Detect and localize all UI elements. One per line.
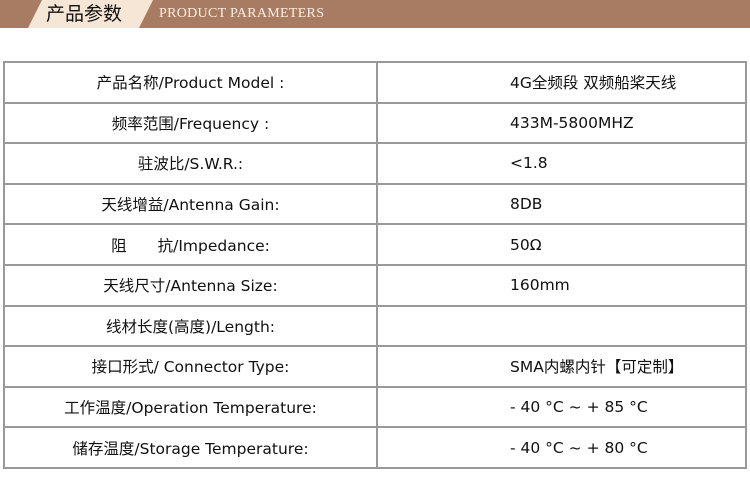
- param-label: 驻波比/S.W.R.:: [3, 142, 378, 185]
- table-row: 天线增益/Antenna Gain: 8DB: [3, 182, 747, 226]
- param-label: 阻 抗/Impedance:: [3, 223, 378, 266]
- param-value: SMA内螺内针【可定制】: [376, 345, 747, 388]
- param-label: 储存温度/Storage Temperature:: [3, 426, 378, 469]
- table-row: 线材长度(高度)/Length:: [3, 304, 747, 348]
- param-value: <1.8: [376, 142, 747, 185]
- param-label: 频率范围/Frequency :: [3, 101, 378, 145]
- banner-tag: [28, 0, 153, 28]
- param-label: 天线增益/Antenna Gain:: [3, 182, 378, 226]
- table-row: 驻波比/S.W.R.: <1.8: [3, 142, 747, 185]
- param-label: 天线尺寸/Antenna Size:: [3, 263, 378, 307]
- param-value: [376, 304, 747, 348]
- table-row: 储存温度/Storage Temperature: - 40 °C ~ + 80 …: [3, 426, 747, 469]
- parameters-table: 产品名称/Product Model :4G全频段 双频船桨天线 频率范围/Fre…: [3, 61, 747, 469]
- param-label: 产品名称/Product Model :: [3, 61, 378, 104]
- table-row: 频率范围/Frequency :433M-5800MHZ: [3, 101, 747, 145]
- section-title-en: PRODUCT PARAMETERS: [159, 6, 325, 21]
- param-value: 50Ω: [376, 223, 747, 266]
- table-row: 产品名称/Product Model :4G全频段 双频船桨天线: [3, 61, 747, 104]
- param-label: 工作温度/Operation Temperature:: [3, 385, 378, 429]
- param-value: 8DB: [376, 182, 747, 226]
- param-value: 433M-5800MHZ: [376, 101, 747, 145]
- param-label: 线材长度(高度)/Length:: [3, 304, 378, 348]
- section-title-cn: 产品参数: [46, 3, 123, 25]
- param-value: 160mm: [376, 263, 747, 307]
- param-value: 4G全频段 双频船桨天线: [376, 61, 747, 104]
- param-value: - 40 °C ~ + 85 °C: [376, 385, 747, 429]
- param-value: - 40 °C ~ + 80 °C: [376, 426, 747, 469]
- table-row: 工作温度/Operation Temperature: - 40 °C ~ + 8…: [3, 385, 747, 429]
- table-row: 天线尺寸/Antenna Size: 160mm: [3, 263, 747, 307]
- param-label: 接口形式/ Connector Type:: [3, 345, 378, 388]
- table-row: 阻 抗/Impedance: 50Ω: [3, 223, 747, 266]
- section-banner: 产品参数 PRODUCT PARAMETERS: [0, 0, 750, 28]
- table-row: 接口形式/ Connector Type: SMA内螺内针【可定制】: [3, 345, 747, 388]
